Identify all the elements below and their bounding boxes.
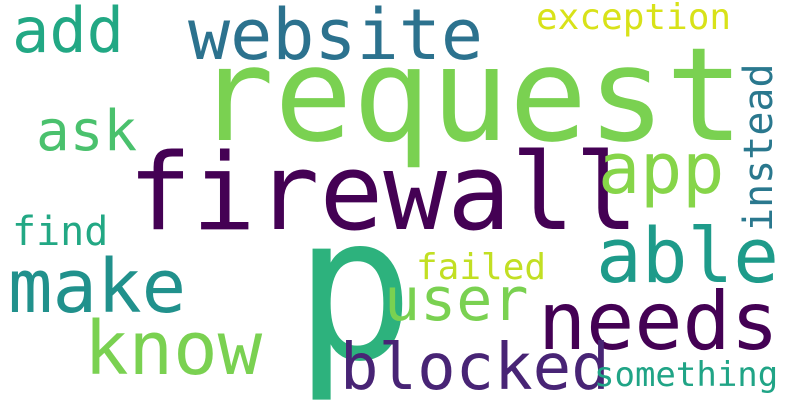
word-able: able: [596, 211, 780, 300]
word-instead: instead: [736, 63, 782, 232]
word-blocked: blocked: [340, 331, 610, 400]
word-find: find: [12, 209, 109, 255]
word-user: user: [384, 265, 529, 335]
word-failed: failed: [416, 247, 547, 288]
word-request: request: [196, 19, 744, 171]
word-p: p: [294, 173, 415, 400]
word-ask: ask: [36, 99, 138, 164]
word-needs: needs: [538, 275, 779, 368]
word-app: app: [598, 128, 725, 210]
word-know: know: [84, 306, 263, 392]
word-firewall: firewall: [128, 131, 639, 254]
word-add: add: [12, 0, 124, 67]
word-something: something: [594, 355, 779, 395]
word-make: make: [8, 244, 187, 330]
word-exception: exception: [536, 0, 732, 38]
word-website: website: [188, 0, 484, 76]
